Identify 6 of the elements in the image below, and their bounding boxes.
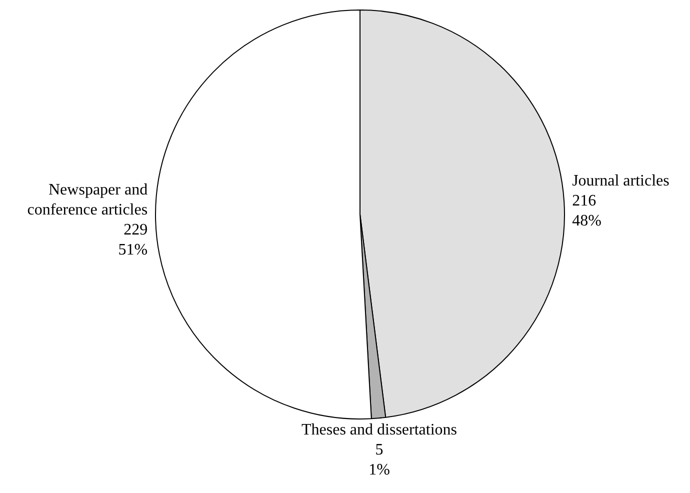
data-label: 216 48% — [572, 192, 602, 230]
slice-label: Journal articles — [572, 172, 670, 190]
slice-label: Newspaper and conference articles — [27, 182, 148, 219]
data-label: 229 51% — [118, 222, 148, 259]
slice-label: Theses and dissertations — [301, 421, 458, 438]
data-label: 5 1% — [368, 441, 390, 478]
